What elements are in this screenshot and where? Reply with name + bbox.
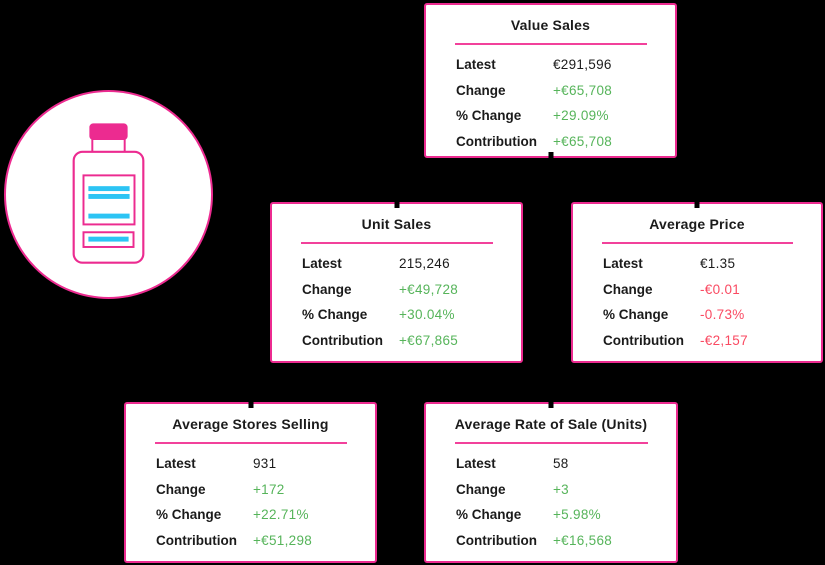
kpi-row-value: -€0.01 <box>700 281 741 297</box>
kpi-rows: Latest 215,246 Change +€49,728 % Change … <box>272 244 521 353</box>
kpi-row: % Change +5.98% <box>456 502 676 528</box>
kpi-row-value: +€65,708 <box>553 133 613 149</box>
kpi-row-label: Latest <box>456 57 496 73</box>
kpi-row-label: Change <box>456 481 506 497</box>
kpi-row-label: Latest <box>603 256 643 272</box>
product-node <box>4 90 213 299</box>
kpi-row: Contribution +€67,865 <box>302 328 521 354</box>
kpi-row: Contribution +€51,298 <box>156 528 375 554</box>
kpi-row-label: % Change <box>456 108 522 124</box>
kpi-row: Latest €291,596 <box>456 52 675 78</box>
kpi-row: % Change -0.73% <box>603 302 821 328</box>
kpi-row-value: 58 <box>553 456 569 472</box>
connector-stub <box>548 402 554 408</box>
kpi-row: Contribution +€16,568 <box>456 528 676 554</box>
kpi-row: Change +€65,708 <box>456 78 675 104</box>
connector-stub <box>248 402 253 408</box>
kpi-row: Contribution +€65,708 <box>456 129 675 155</box>
kpi-rows: Latest €1.35 Change -€0.01 % Change -0.7… <box>573 244 821 353</box>
kpi-row: Contribution -€2,157 <box>603 328 821 354</box>
connector-stub <box>694 202 700 208</box>
kpi-rows: Latest €291,596 Change +€65,708 % Change… <box>426 45 675 154</box>
kpi-row: Change +3 <box>456 477 676 503</box>
kpi-row: % Change +22.71% <box>156 502 375 528</box>
kpi-row-value: +22.71% <box>253 507 309 523</box>
kpi-card-average-price: Average Price Latest €1.35 Change -€0.01… <box>571 202 823 363</box>
kpi-row-label: Contribution <box>302 332 383 348</box>
kpi-row-value: +29.09% <box>553 108 609 124</box>
kpi-card-title: Unit Sales <box>361 216 432 232</box>
kpi-row-label: Latest <box>456 456 496 472</box>
card-divider <box>155 442 347 444</box>
kpi-row: Change -€0.01 <box>603 277 821 303</box>
kpi-row-label: Change <box>603 281 653 297</box>
kpi-card-title: Average Price <box>649 216 745 232</box>
kpi-row: Latest 58 <box>456 451 676 477</box>
kpi-row-value: +30.04% <box>399 307 455 323</box>
kpi-row: Change +€49,728 <box>302 277 521 303</box>
kpi-row-value: -0.73% <box>700 307 745 323</box>
connector-stub <box>394 202 399 208</box>
kpi-row: % Change +30.04% <box>302 302 521 328</box>
kpi-card-title: Value Sales <box>510 17 591 33</box>
kpi-row-label: Latest <box>156 456 196 472</box>
kpi-card-title: Average Rate of Sale (Units) <box>454 416 648 432</box>
kpi-row-label: Contribution <box>156 532 237 548</box>
card-divider <box>602 242 793 244</box>
kpi-row-label: Contribution <box>456 133 537 149</box>
kpi-row-value: +3 <box>553 481 569 497</box>
kpi-row-value: +5.98% <box>553 507 601 523</box>
kpi-row-value: +€16,568 <box>553 532 613 548</box>
kpi-rows: Latest 58 Change +3 % Change +5.98% Cont… <box>426 444 676 553</box>
kpi-row-value: €1.35 <box>700 256 736 272</box>
kpi-card-value-sales: Value Sales Latest €291,596 Change +€65,… <box>424 3 677 158</box>
card-divider <box>455 442 648 444</box>
kpi-row: % Change +29.09% <box>456 103 675 129</box>
kpi-row-label: % Change <box>156 507 222 523</box>
kpi-card-title: Average Stores Selling <box>172 416 329 432</box>
kpi-row-value: +€67,865 <box>399 332 459 348</box>
card-divider <box>455 43 647 45</box>
bottle-icon <box>72 123 145 264</box>
connector-stub <box>548 152 553 158</box>
kpi-row-label: Change <box>302 281 352 297</box>
kpi-row-value: €291,596 <box>553 57 612 73</box>
kpi-card-average-rate-of-sale: Average Rate of Sale (Units) Latest 58 C… <box>424 402 678 563</box>
kpi-card-unit-sales: Unit Sales Latest 215,246 Change +€49,72… <box>270 202 523 363</box>
kpi-row-label: Contribution <box>603 332 684 348</box>
kpi-row-value: +€51,298 <box>253 532 313 548</box>
kpi-row-value: +€65,708 <box>553 82 613 98</box>
kpi-row-label: Change <box>156 481 206 497</box>
kpi-card-average-stores-selling: Average Stores Selling Latest 931 Change… <box>124 402 377 563</box>
kpi-row-label: Change <box>456 82 506 98</box>
kpi-row-label: % Change <box>302 307 368 323</box>
kpi-row-value: 215,246 <box>399 256 450 272</box>
kpi-row-label: Latest <box>302 256 342 272</box>
kpi-row: Latest 931 <box>156 451 375 477</box>
kpi-row-label: % Change <box>603 307 669 323</box>
kpi-row-value: -€2,157 <box>700 332 748 348</box>
kpi-row-label: Contribution <box>456 532 537 548</box>
card-divider <box>301 242 493 244</box>
kpi-row-value: +€49,728 <box>399 281 459 297</box>
kpi-row-label: % Change <box>456 507 522 523</box>
kpi-row: Latest 215,246 <box>302 251 521 277</box>
kpi-row: Latest €1.35 <box>603 251 821 277</box>
kpi-rows: Latest 931 Change +172 % Change +22.71% … <box>126 444 375 553</box>
kpi-row-value: 931 <box>253 456 277 472</box>
kpi-row-value: +172 <box>253 481 285 497</box>
kpi-row: Change +172 <box>156 477 375 503</box>
